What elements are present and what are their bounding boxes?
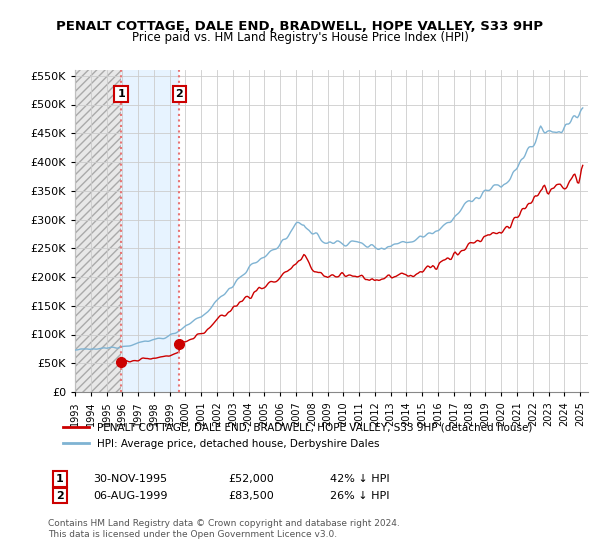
Bar (121, 70, 179, 392)
Text: PENALT COTTAGE, DALE END, BRADWELL, HOPE VALLEY, S33 9HP: PENALT COTTAGE, DALE END, BRADWELL, HOPE… (56, 20, 544, 32)
Text: Price paid vs. HM Land Registry's House Price Index (HPI): Price paid vs. HM Land Registry's House … (131, 31, 469, 44)
Text: 1: 1 (117, 89, 125, 99)
Text: 2: 2 (176, 89, 184, 99)
Bar (75, 70, 121, 392)
Text: £52,000: £52,000 (228, 474, 274, 484)
Text: 26% ↓ HPI: 26% ↓ HPI (330, 491, 389, 501)
Text: 42% ↓ HPI: 42% ↓ HPI (330, 474, 389, 484)
Text: £83,500: £83,500 (228, 491, 274, 501)
Text: 06-AUG-1999: 06-AUG-1999 (93, 491, 167, 501)
Text: 2: 2 (56, 491, 64, 501)
Text: 1: 1 (56, 474, 64, 484)
Text: 30-NOV-1995: 30-NOV-1995 (93, 474, 167, 484)
Legend: PENALT COTTAGE, DALE END, BRADWELL, HOPE VALLEY, S33 9HP (detached house), HPI: : PENALT COTTAGE, DALE END, BRADWELL, HOPE… (58, 418, 536, 452)
Text: Contains HM Land Registry data © Crown copyright and database right 2024.
This d: Contains HM Land Registry data © Crown c… (48, 520, 400, 539)
